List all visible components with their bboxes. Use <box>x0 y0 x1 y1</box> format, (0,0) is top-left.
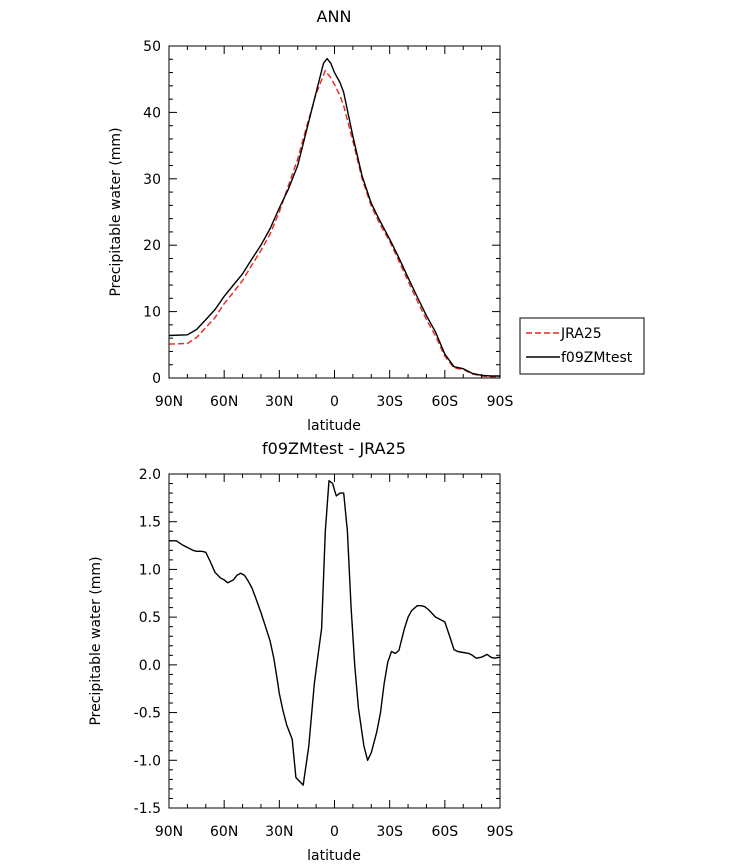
x-tick-label: 30S <box>376 824 403 840</box>
legend-box <box>519 317 645 375</box>
y-tick-label: -0.5 <box>134 706 161 722</box>
x-tick-label: 90S <box>487 394 514 410</box>
y-tick-label: 1.0 <box>139 562 161 578</box>
x-tick-label: 0 <box>330 394 339 410</box>
y-axis-ticks: 0 10 20 30 40 50 <box>143 39 500 387</box>
y-tick-label: -1.5 <box>134 801 161 817</box>
x-tick-label: 60N <box>210 824 238 840</box>
y-tick-label: 1.5 <box>139 515 161 531</box>
y-tick-label: 30 <box>143 172 161 188</box>
legend-label-jra25: JRA25 <box>560 326 602 342</box>
y-tick-label: 0 <box>152 371 161 387</box>
series-line-difference-0 <box>169 480 501 786</box>
y-tick-label: 0.5 <box>139 610 161 626</box>
y-tick-label: 0.0 <box>139 658 161 674</box>
x-tick-label: 0 <box>330 824 339 840</box>
x-axis-ticks: 90N 60N 30N 0 30S 60S 90S <box>155 46 514 410</box>
plot-frame <box>168 473 501 809</box>
y-axis-ticks: -1.5 -1.0 -0.5 0.0 0.5 1.0 1.5 2.0 <box>134 467 500 817</box>
x-tick-label: 90N <box>155 394 183 410</box>
y-tick-label: 20 <box>143 238 161 254</box>
x-tick-label: 90S <box>487 824 514 840</box>
chart-title: ANN <box>317 7 352 26</box>
y-tick-label: -1.0 <box>134 753 161 769</box>
y-tick-label: 50 <box>143 39 161 55</box>
x-tick-label: 90N <box>155 824 183 840</box>
plot-frame <box>168 45 501 379</box>
y-axis-label: Precipitable water (mm) <box>108 127 124 296</box>
x-tick-label: 60S <box>431 394 458 410</box>
x-tick-label: 30S <box>376 394 403 410</box>
legend: JRA25 f09ZMtest <box>519 317 645 375</box>
x-tick-label: 30N <box>265 824 293 840</box>
series-line-jra25 <box>168 69 500 378</box>
series-line-f09zmtest <box>168 57 500 377</box>
x-axis-ticks: 90N 60N 30N 0 30S 60S 90S <box>155 474 514 840</box>
y-tick-label: 2.0 <box>139 467 161 483</box>
y-tick-label: 10 <box>143 305 161 321</box>
x-tick-label: 60N <box>210 394 238 410</box>
x-axis-label: latitude <box>307 848 361 864</box>
series-group <box>169 480 501 786</box>
x-axis-label: latitude <box>307 418 361 434</box>
y-tick-label: 40 <box>143 105 161 121</box>
legend-label-f09zmtest: f09ZMtest <box>561 350 633 366</box>
chart-difference-precipitable-water: f09ZMtest - JRA25 -1.5 -1.0 -0.5 0.0 0.5 1.0 1… <box>88 439 513 864</box>
series-group <box>168 57 500 378</box>
y-axis-label: Precipitable water (mm) <box>88 556 104 725</box>
chart-title: f09ZMtest - JRA25 <box>262 439 406 458</box>
x-tick-label: 30N <box>265 394 293 410</box>
chart-annual-precipitable-water: ANN 0 10 20 30 40 50 90N 60N 30N 0 30S 60S 90S lati… <box>108 7 645 434</box>
x-tick-label: 60S <box>431 824 458 840</box>
